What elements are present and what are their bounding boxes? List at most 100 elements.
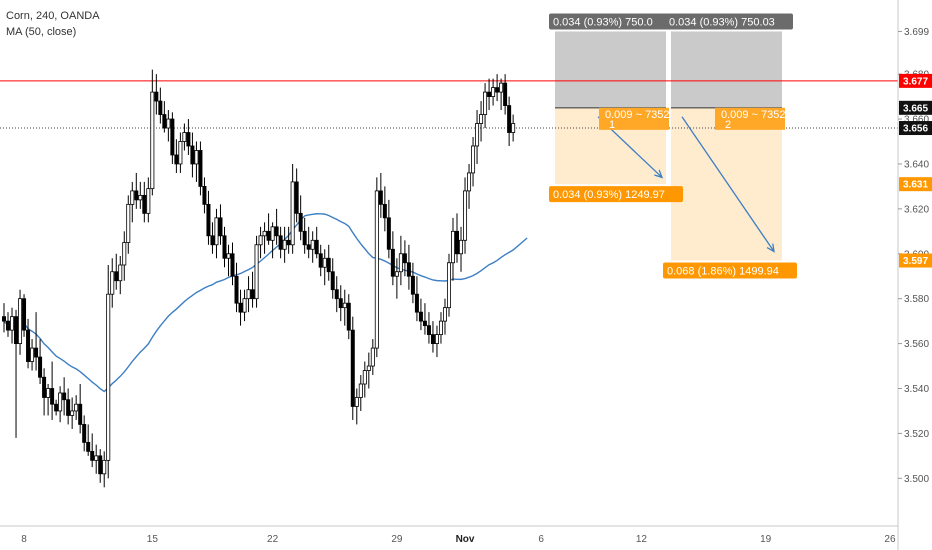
candle-down xyxy=(382,203,387,219)
candle-down xyxy=(162,114,167,129)
candle-down xyxy=(298,212,303,232)
candle-down xyxy=(266,230,271,241)
target-label-box xyxy=(549,186,683,203)
candle-down xyxy=(487,91,492,97)
candle-down xyxy=(350,329,355,407)
y-tick-label: 3.560 xyxy=(904,339,929,350)
ma-50-line xyxy=(3,213,528,393)
price-tag-box xyxy=(899,177,932,192)
candle-down xyxy=(62,392,67,401)
ma-legend[interactable]: MA (50, close) xyxy=(6,26,77,38)
candle-up xyxy=(258,235,263,246)
candle-up xyxy=(354,397,359,407)
price-tag-3.631: 3.631 xyxy=(903,180,928,191)
stop-label: 0.034 (0.93%) 750.0 xyxy=(553,16,653,28)
candle-up xyxy=(358,383,363,398)
candle-down xyxy=(218,217,223,237)
candle-up xyxy=(242,298,247,313)
candle-down xyxy=(318,253,323,268)
position-qty-label: 0.009 ~ 7352 xyxy=(721,109,786,121)
candle-up xyxy=(446,262,451,309)
candle-up xyxy=(194,150,199,165)
candle-down xyxy=(314,239,319,255)
candle-up xyxy=(450,230,455,264)
time-axis: 8 15 22 29 Nov 6 12 19 26 xyxy=(0,525,898,545)
candle-up xyxy=(438,320,443,336)
position-index-label: 1 xyxy=(609,119,615,131)
candle-up xyxy=(130,190,135,205)
candle-up xyxy=(106,293,111,461)
candle-down xyxy=(418,311,423,322)
candle-up xyxy=(362,370,367,385)
price-tag-box xyxy=(899,253,932,268)
candle-down xyxy=(430,334,435,344)
y-tick-label: 3.640 xyxy=(904,159,929,170)
x-tick-label: 26 xyxy=(884,534,896,545)
candle-down xyxy=(170,118,175,156)
y-tick-label: 3.620 xyxy=(904,204,929,215)
price-tag-3.656: 3.656 xyxy=(903,124,928,135)
candle-down xyxy=(378,190,383,205)
x-tick-label: Nov xyxy=(456,534,475,545)
y-tick-label: 3.660 xyxy=(904,115,929,126)
candle-down xyxy=(402,253,407,264)
x-tick-label: 29 xyxy=(391,534,403,545)
candle-down xyxy=(190,145,195,165)
position-center-box xyxy=(715,107,785,130)
candle-up xyxy=(491,87,496,97)
position-zones xyxy=(555,31,782,261)
candle-down xyxy=(306,244,311,250)
candle-up xyxy=(370,347,375,367)
stop-label-box xyxy=(665,13,793,30)
candle-down xyxy=(222,235,227,259)
candle-up xyxy=(10,316,15,331)
candle-down xyxy=(186,132,191,147)
candle-up xyxy=(122,242,127,266)
candle-down xyxy=(414,293,419,313)
symbol-legend[interactable]: Corn, 240, OANDA xyxy=(6,10,100,22)
position-labels: 0.034 (0.93%) 750.0 0.009 ~ 7352 1 0.034 (0… xyxy=(549,13,797,279)
target-label: 0.068 (1.86%) 1499.94 xyxy=(667,266,779,278)
x-tick-label: 22 xyxy=(267,534,279,545)
candle-down xyxy=(234,275,239,304)
x-tick-label: 12 xyxy=(636,534,648,545)
candle-down xyxy=(42,376,47,398)
candle-up xyxy=(118,264,123,282)
candle-down xyxy=(426,325,431,336)
arrow-head xyxy=(654,169,664,179)
candle-down xyxy=(142,194,147,214)
candle-down xyxy=(330,271,335,291)
chart-legend: Corn, 240, OANDA MA (50, close) xyxy=(6,8,100,40)
candle-down xyxy=(202,186,207,205)
candle-down xyxy=(174,154,179,165)
candle-down xyxy=(238,302,243,313)
candle-down xyxy=(6,320,11,331)
candle-down xyxy=(114,271,119,282)
candle-up xyxy=(463,190,468,241)
candle-up xyxy=(74,403,79,412)
candle-down xyxy=(346,302,351,331)
candle-up xyxy=(475,123,480,147)
candle-up xyxy=(342,302,347,309)
candle-up xyxy=(226,253,231,259)
stop-label: 0.034 (0.93%) 750.03 xyxy=(669,16,775,28)
candle-up xyxy=(374,190,379,349)
stop-label-box xyxy=(549,13,671,30)
candle-down xyxy=(230,253,235,277)
candle-down xyxy=(455,230,460,255)
candle-up xyxy=(146,188,151,214)
candle-down xyxy=(495,87,500,93)
candle-down xyxy=(507,105,512,133)
candle-up xyxy=(290,181,295,246)
candle-down xyxy=(406,262,411,277)
candle-up xyxy=(246,289,251,300)
candle-down xyxy=(2,316,7,322)
candle-up xyxy=(94,455,99,461)
y-tick-label: 3.580 xyxy=(904,294,929,305)
position-center-box xyxy=(599,107,669,130)
candle-up xyxy=(178,141,183,165)
candle-down xyxy=(14,316,19,344)
y-tick-label: 3.520 xyxy=(904,429,929,440)
candle-down xyxy=(154,91,159,102)
